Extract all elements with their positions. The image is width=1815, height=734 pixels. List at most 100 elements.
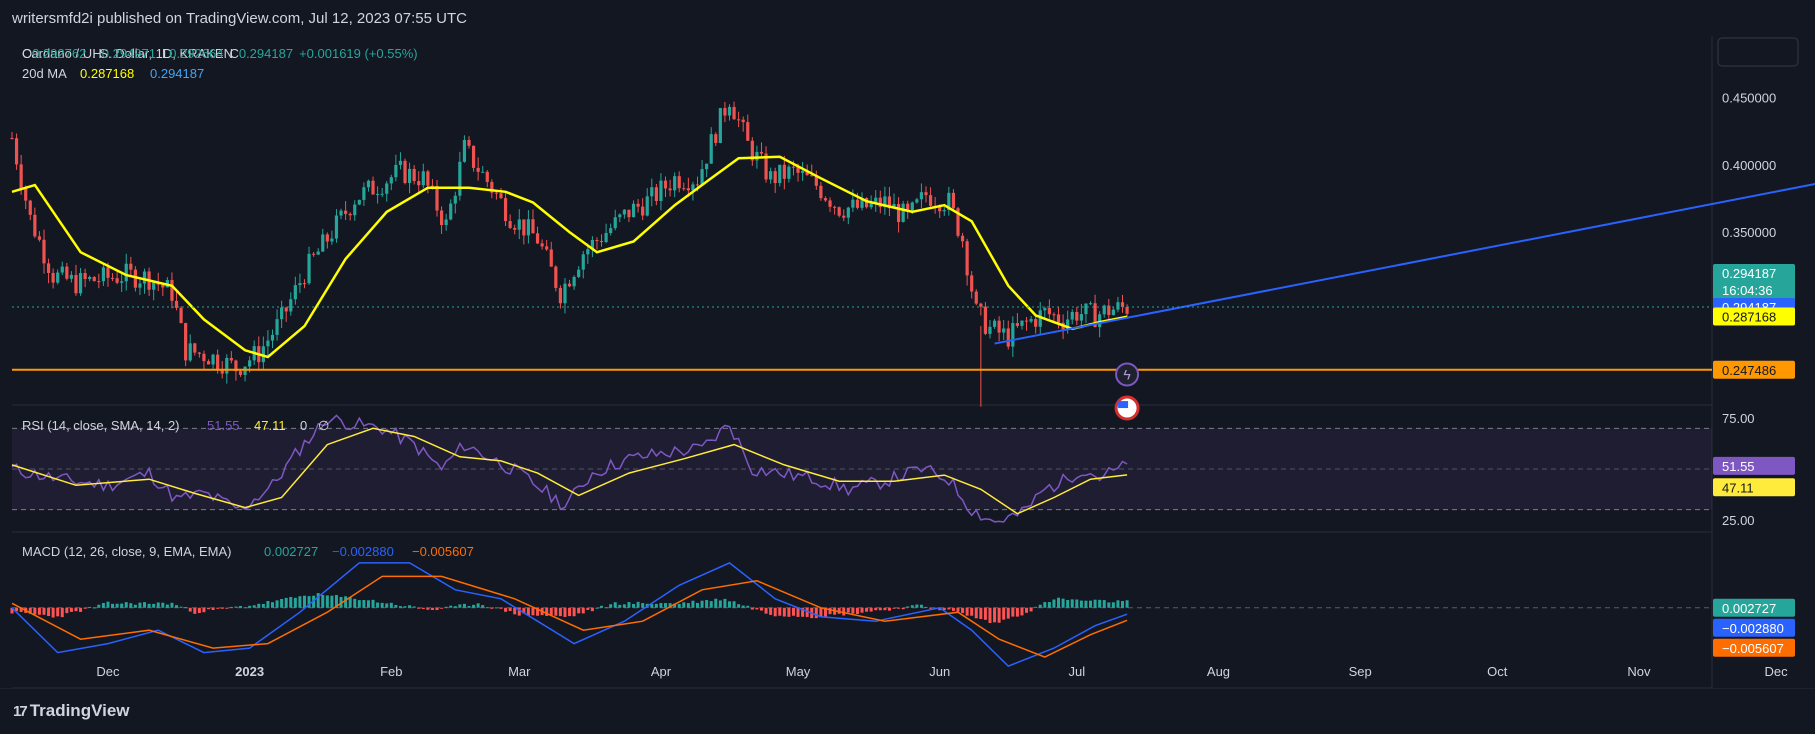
- histogram-bar: [485, 607, 489, 609]
- main-legend[interactable]: Cardano / U. S. Dollar, 1D, KRAKEN O0.29…: [22, 46, 418, 81]
- histogram-bar: [1052, 599, 1056, 608]
- chart-canvas[interactable]: ϟ 0.450000 0.400000 0.350000 0.294187 16:04…: [0, 36, 1815, 688]
- time-axis[interactable]: Dec 2023 Feb Mar Apr May Jun Jul Aug Sep Oct Nov Dec: [96, 664, 1788, 679]
- candle-body: [403, 160, 407, 183]
- macd-legend[interactable]: MACD (12, 26, close, 9, EMA, EMA) 0.0027…: [22, 544, 474, 559]
- histogram-bar: [563, 607, 567, 617]
- candle-body: [439, 210, 444, 226]
- candle-body: [960, 235, 965, 242]
- histogram-bar: [193, 607, 197, 614]
- flash-glyph: ϟ: [1123, 366, 1131, 382]
- histogram-bar: [604, 607, 608, 609]
- footer: 17 TradingView: [0, 688, 1815, 734]
- candle-body: [120, 281, 124, 283]
- histogram-bar: [252, 605, 256, 608]
- histogram-bar: [184, 607, 188, 609]
- time-tick-label: Jun: [929, 664, 950, 679]
- histogram-bar: [257, 603, 261, 608]
- histogram-bar: [101, 603, 105, 608]
- histogram-bar: [47, 607, 51, 617]
- price-axis[interactable]: 0.450000 0.400000 0.350000: [1722, 91, 1776, 240]
- histogram-bar: [1015, 607, 1019, 617]
- candle-body: [362, 187, 366, 200]
- candle-body: [988, 326, 992, 334]
- flash-icon[interactable]: [1115, 362, 1140, 387]
- candle-body: [458, 161, 462, 196]
- candle-body: [540, 243, 544, 247]
- candle-body: [407, 168, 412, 183]
- histogram-bar: [600, 605, 604, 608]
- histogram-bar: [741, 605, 745, 608]
- histogram-bar: [526, 607, 530, 616]
- rsi-label-text: 51.55: [1722, 459, 1755, 474]
- candle-body: [691, 184, 695, 191]
- histogram-bar: [156, 602, 160, 608]
- candle-body: [887, 196, 892, 209]
- candle-body: [567, 283, 572, 287]
- histogram-bar: [554, 607, 558, 616]
- candle-body: [814, 175, 818, 186]
- candle-body: [572, 276, 576, 287]
- histogram-bar: [1047, 602, 1051, 608]
- candle-body: [1029, 319, 1033, 322]
- candle-body: [28, 200, 32, 215]
- candle-body: [970, 275, 974, 292]
- histogram-bar: [947, 607, 951, 610]
- rsi-legend[interactable]: RSI (14, close, SMA, 14, 2) 51.55 47.11 …: [22, 418, 329, 433]
- histogram-bar: [705, 600, 709, 608]
- candle-body: [316, 251, 320, 255]
- histogram-bar: [37, 607, 41, 615]
- tradingview-logo[interactable]: 17 TradingView: [13, 701, 130, 721]
- candle-body: [307, 253, 311, 284]
- histogram-bar: [1111, 602, 1115, 608]
- candle-body: [860, 197, 864, 208]
- histogram-bar: [348, 597, 352, 608]
- histogram-bar: [654, 603, 658, 608]
- ma-value-2: 0.294187: [150, 66, 204, 81]
- candle-body: [430, 185, 435, 187]
- candle-body: [837, 207, 841, 216]
- histogram-bar: [417, 607, 421, 609]
- candle-body: [517, 219, 521, 230]
- histogram-bar: [138, 602, 142, 608]
- trendline[interactable]: [994, 165, 1815, 345]
- histogram-bar: [357, 600, 361, 608]
- candle-body: [46, 263, 51, 273]
- histogram-bar: [261, 603, 265, 608]
- candle-body: [97, 281, 101, 283]
- candle-body: [238, 371, 243, 375]
- candle-body: [851, 199, 855, 208]
- macd-hist-value: 0.002727: [264, 544, 318, 559]
- candle-body: [700, 169, 704, 185]
- candle-body: [19, 164, 23, 189]
- candle-body: [869, 202, 873, 208]
- histogram-bar: [673, 603, 677, 608]
- candle-body: [312, 253, 316, 255]
- price-label-box: [1713, 360, 1795, 379]
- candle-body: [1020, 320, 1024, 326]
- candle-body: [421, 171, 425, 186]
- candle-body: [718, 108, 722, 143]
- event-markers[interactable]: ϟ: [1114, 362, 1140, 421]
- candle-body: [641, 206, 645, 216]
- ohlc-part: L: [162, 46, 169, 61]
- candle-body: [997, 320, 1001, 333]
- candle-body: [901, 203, 905, 222]
- candle-body: [60, 266, 64, 273]
- candle-body: [910, 202, 914, 212]
- axis-settings-box[interactable]: [1717, 37, 1799, 67]
- histogram-bar: [330, 595, 334, 608]
- candle-body: [152, 282, 156, 290]
- histogram-bar: [737, 604, 741, 608]
- candle-body: [590, 240, 594, 250]
- candle-body: [622, 209, 626, 215]
- candle-body: [577, 269, 581, 277]
- candle-body: [78, 273, 83, 294]
- histogram-bar: [650, 604, 654, 608]
- time-tick-label: Feb: [380, 664, 402, 679]
- histogram-bar: [1121, 601, 1125, 608]
- histogram-bar: [1102, 600, 1106, 608]
- rsi-axis[interactable]: 75.00 25.00: [1722, 411, 1755, 528]
- histogram-bar: [682, 602, 686, 608]
- candle-body: [325, 234, 329, 242]
